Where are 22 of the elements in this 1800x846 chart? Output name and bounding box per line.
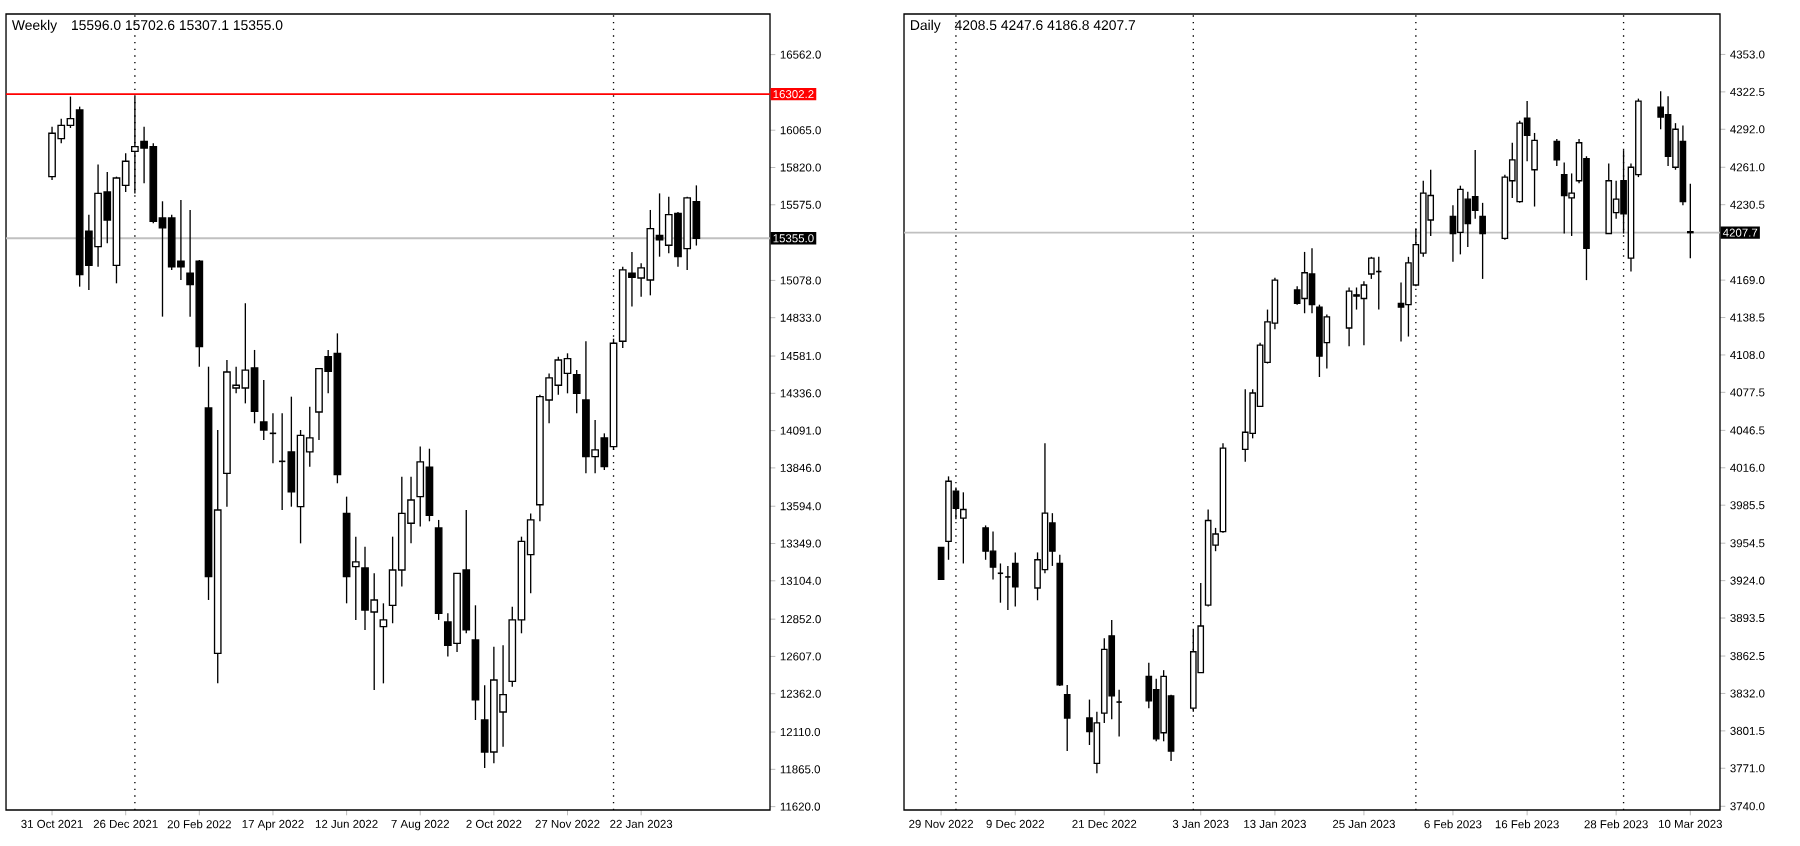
candlestick	[416, 445, 425, 528]
candlestick	[1360, 280, 1368, 346]
candlestick	[1301, 251, 1308, 314]
candlestick	[379, 602, 388, 685]
candlestick	[1664, 95, 1672, 167]
candlestick	[937, 546, 945, 581]
candlestick	[1004, 565, 1012, 611]
candlestick	[287, 396, 296, 508]
candlestick	[1464, 191, 1472, 248]
candlestick	[1241, 388, 1249, 463]
candlestick	[1686, 183, 1694, 259]
candlestick	[996, 562, 1004, 604]
candlestick	[1553, 138, 1561, 167]
candlestick	[960, 491, 967, 565]
candlestick	[572, 369, 581, 414]
candlestick	[1323, 313, 1331, 370]
candlestick	[1345, 286, 1353, 348]
candlestick	[1457, 185, 1464, 256]
candlestick	[1011, 551, 1019, 608]
candlestick	[1560, 161, 1568, 235]
candlestick	[1063, 684, 1071, 752]
candlestick	[259, 379, 268, 441]
